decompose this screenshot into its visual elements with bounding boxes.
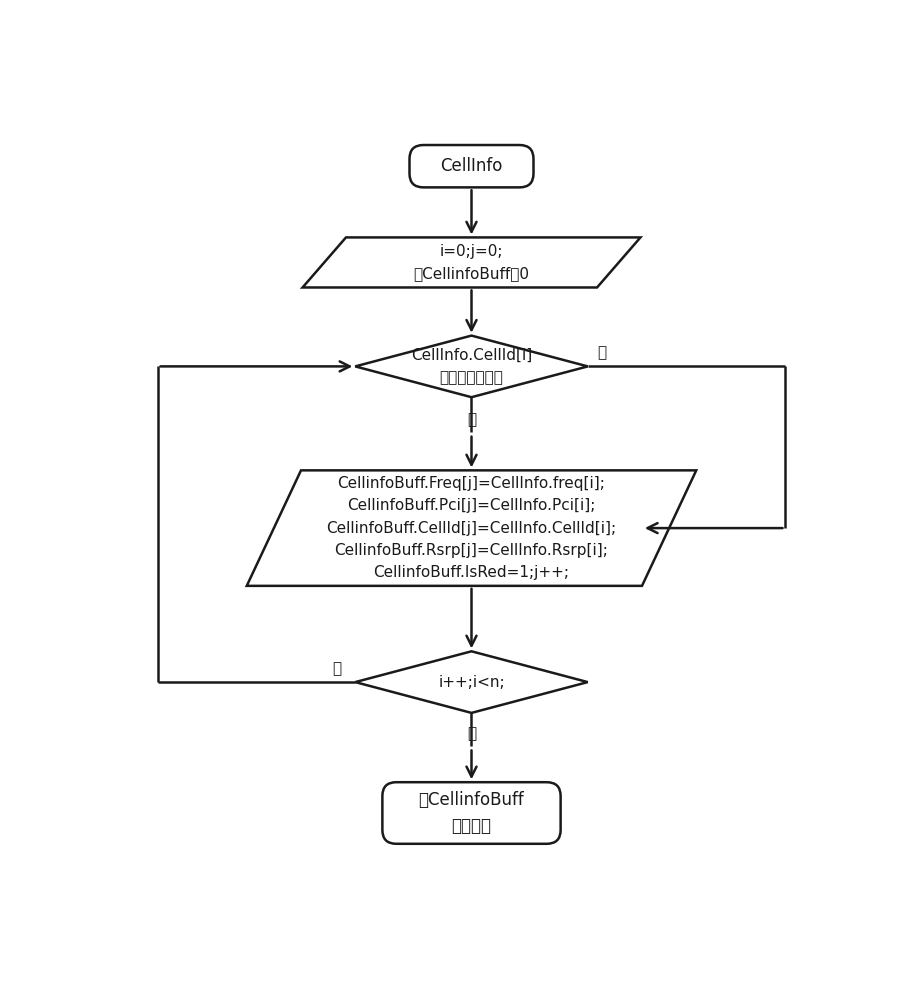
- Text: 是: 是: [596, 345, 606, 360]
- Polygon shape: [246, 470, 696, 586]
- Polygon shape: [302, 237, 640, 287]
- Text: i++;i<n;: i++;i<n;: [437, 675, 505, 690]
- Text: i=0;j=0;
将CellinfoBuff清0: i=0;j=0; 将CellinfoBuff清0: [413, 244, 529, 281]
- FancyBboxPatch shape: [409, 145, 533, 187]
- Text: CellInfo.CellId[i]
是否在白名单中: CellInfo.CellId[i] 是否在白名单中: [411, 348, 531, 385]
- Polygon shape: [355, 336, 587, 397]
- FancyBboxPatch shape: [382, 782, 560, 844]
- Polygon shape: [355, 651, 587, 713]
- Text: CellinfoBuff.Freq[j]=CellInfo.freq[i];
CellinfoBuff.Pci[j]=CellInfo.Pci[i];
Cell: CellinfoBuff.Freq[j]=CellInfo.freq[i]; C…: [326, 476, 616, 580]
- Text: 是: 是: [332, 661, 341, 676]
- Text: 将CellinfoBuff
呈现界面: 将CellinfoBuff 呈现界面: [418, 791, 524, 835]
- Text: 否: 否: [467, 726, 475, 741]
- Text: 否: 否: [467, 412, 475, 427]
- Text: CellInfo: CellInfo: [440, 157, 502, 175]
